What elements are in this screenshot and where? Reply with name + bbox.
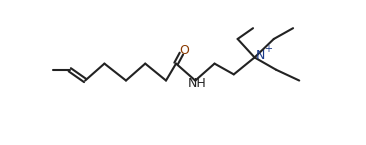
Text: +: + xyxy=(264,44,272,54)
Text: N: N xyxy=(255,49,265,62)
Text: O: O xyxy=(179,44,188,57)
Text: NH: NH xyxy=(188,77,207,90)
